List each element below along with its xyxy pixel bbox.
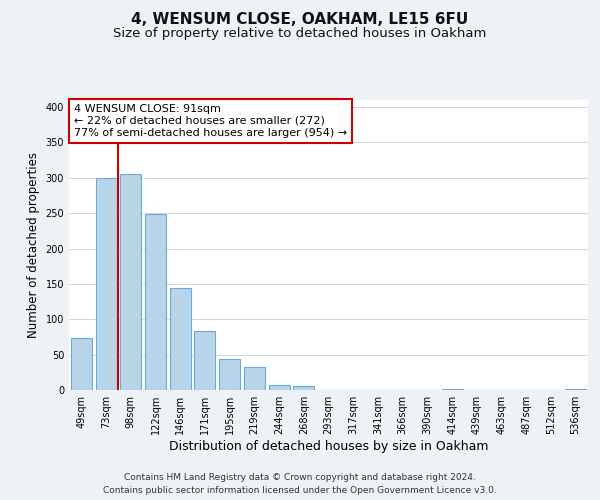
Text: 4, WENSUM CLOSE, OAKHAM, LE15 6FU: 4, WENSUM CLOSE, OAKHAM, LE15 6FU (131, 12, 469, 28)
Bar (194, 332, 215, 390)
Bar (442, 388, 463, 390)
Bar (71, 338, 92, 390)
Bar (170, 288, 191, 390)
Text: Contains public sector information licensed under the Open Government Licence v3: Contains public sector information licen… (103, 486, 497, 495)
Text: Size of property relative to detached houses in Oakham: Size of property relative to detached ho… (113, 28, 487, 40)
Bar (145, 214, 166, 390)
Bar (95, 178, 116, 390)
Bar (244, 368, 265, 390)
Bar (269, 385, 290, 390)
Bar (219, 359, 240, 390)
Text: Contains HM Land Registry data © Crown copyright and database right 2024.: Contains HM Land Registry data © Crown c… (124, 472, 476, 482)
Bar (565, 388, 586, 390)
Bar (293, 386, 314, 390)
Y-axis label: Number of detached properties: Number of detached properties (27, 152, 40, 338)
Text: 4 WENSUM CLOSE: 91sqm
← 22% of detached houses are smaller (272)
77% of semi-det: 4 WENSUM CLOSE: 91sqm ← 22% of detached … (74, 104, 347, 138)
X-axis label: Distribution of detached houses by size in Oakham: Distribution of detached houses by size … (169, 440, 488, 453)
Bar (120, 174, 141, 390)
